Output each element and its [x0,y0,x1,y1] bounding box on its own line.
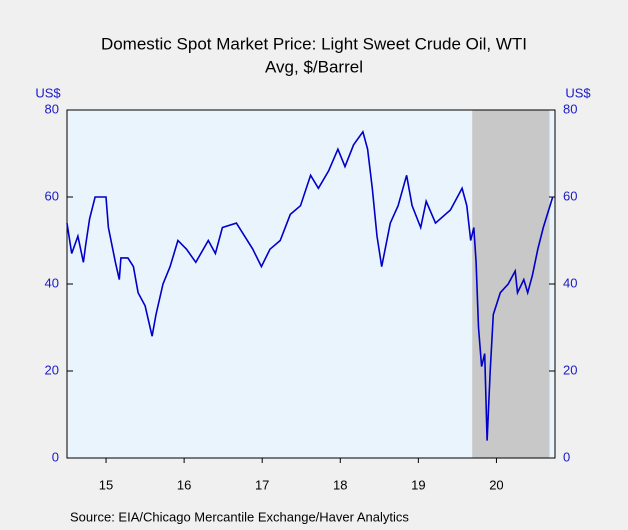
source: Source: EIA/Chicago Mercantile Exchange/… [70,509,409,524]
y-tick-label: 20 [45,362,59,377]
x-tick-label: 16 [177,477,191,492]
y2-tick-label: 80 [563,101,577,116]
y2-axis-label: US$ [565,85,591,100]
x-tick-label: 18 [333,477,347,492]
y2-tick-label: 20 [563,362,577,377]
shaded-region [472,110,550,458]
x-tick-label: 15 [99,477,113,492]
y2-tick-label: 60 [563,188,577,203]
y-tick-label: 40 [45,275,59,290]
y2-tick-label: 40 [563,275,577,290]
x-tick-label: 17 [255,477,269,492]
chart-title: Domestic Spot Market Price: Light Sweet … [101,34,527,53]
data-line [66,129,554,441]
y-tick-label: 0 [52,449,59,464]
chart-subtitle: Avg, $/Barrel [265,57,363,76]
y-tick-label: 80 [45,101,59,116]
y-axis-label: US$ [35,85,61,100]
y-tick-label: 60 [45,188,59,203]
plot-frame [66,109,556,459]
y2-tick-label: 0 [563,449,570,464]
x-tick-label: 20 [489,477,503,492]
x-tick-label: 19 [411,477,425,492]
